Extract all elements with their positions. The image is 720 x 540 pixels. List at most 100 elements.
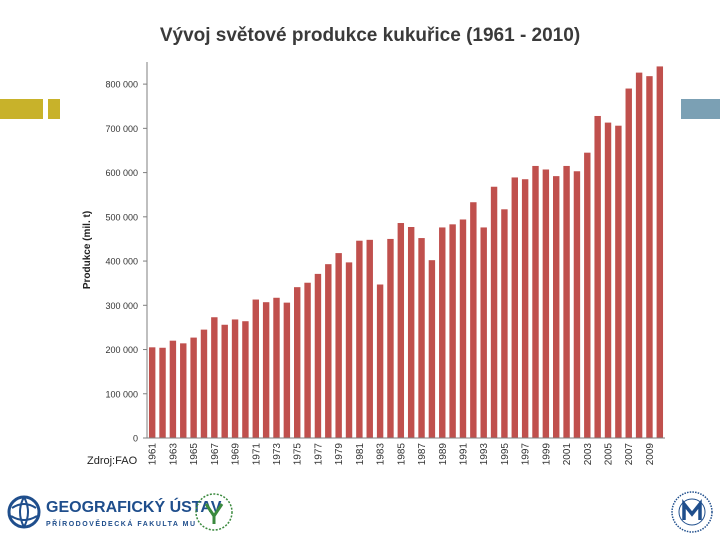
- y-tick-label: 200 000: [105, 345, 138, 355]
- bar-1983: [376, 284, 384, 438]
- bar-2003: [584, 152, 591, 438]
- bar-1972: [262, 302, 270, 438]
- bar-1971: [252, 299, 259, 438]
- bar-1964: [180, 343, 187, 438]
- x-axis: 1961 1963 1965 1967 1969 1971 1973 1975 1977 1979…: [147, 437, 665, 466]
- bar-1966: [200, 329, 208, 438]
- x-tick-label: 2007: [624, 443, 635, 466]
- bar-1974: [283, 302, 291, 438]
- y-tick-label: 300 000: [105, 301, 138, 311]
- x-tick-label: 1967: [210, 443, 221, 466]
- university-seal-icon: [671, 491, 713, 533]
- x-tick-label: 1961: [148, 443, 159, 466]
- y-axis: 0 100 000 200 000 300 000 400 000 500 000 600 …: [105, 62, 148, 444]
- bar-2010: [656, 66, 664, 439]
- bar-1977: [314, 273, 322, 438]
- x-tick-label: 1971: [251, 443, 262, 466]
- bar-1987: [418, 238, 425, 438]
- bar-1973: [273, 297, 280, 438]
- green-seal-icon: [195, 493, 233, 531]
- bar-1979: [335, 253, 342, 438]
- bar-1994: [490, 186, 498, 438]
- x-tick-label: 1993: [479, 443, 490, 466]
- bar-1969: [231, 319, 239, 438]
- bar-2005: [604, 122, 612, 438]
- bar-1978: [325, 264, 332, 438]
- bar-1996: [511, 177, 518, 438]
- x-tick-label: 1969: [231, 443, 242, 466]
- bar-2006: [615, 125, 622, 438]
- geografic-institute-logo: GEOGRAFICKÝ ÚSTAV PŘÍRODOVĚDECKÁ FAKULTA…: [7, 493, 233, 531]
- bar-1986: [407, 227, 415, 438]
- source-note: Zdroj:FAO: [87, 455, 138, 467]
- bar-1990: [449, 224, 456, 438]
- y-axis-label: Produkce (mil. t): [82, 211, 93, 289]
- bar-1995: [501, 209, 508, 438]
- bar-2002: [573, 171, 581, 438]
- bar-1988: [428, 260, 436, 438]
- bar-1993: [480, 227, 487, 438]
- bar-1989: [439, 227, 446, 438]
- logo-title: GEOGRAFICKÝ ÚSTAV: [46, 497, 222, 516]
- accent-bar-left-small: [48, 99, 60, 119]
- y-tick-label: 500 000: [105, 212, 138, 222]
- bar-1963: [169, 340, 177, 438]
- bar-1962: [159, 347, 166, 438]
- x-tick-label: 2003: [583, 443, 594, 466]
- chart-title: Vývoj světové produkce kukuřice (1961 - …: [160, 25, 580, 46]
- bar-1981: [356, 240, 363, 438]
- y-tick-label: 0: [133, 434, 138, 444]
- x-tick-label: 1987: [417, 443, 428, 466]
- bar-series: [148, 66, 664, 439]
- x-tick-label: 1973: [272, 443, 283, 466]
- bar-2001: [563, 165, 570, 438]
- x-tick-label: 1983: [376, 443, 387, 466]
- x-tick-label: 2001: [562, 443, 573, 466]
- bar-1965: [190, 337, 197, 438]
- bar-chart: Vývoj světové produkce kukuřice (1961 - …: [82, 25, 665, 466]
- bar-1999: [542, 169, 550, 439]
- bar-2009: [646, 76, 653, 438]
- x-tick-label: 1999: [541, 443, 552, 466]
- accent-bar-left: [0, 99, 43, 119]
- logo-subtitle: PŘÍRODOVĚDECKÁ FAKULTA MU: [46, 519, 197, 528]
- y-tick-label: 400 000: [105, 257, 138, 267]
- bar-1976: [304, 282, 311, 438]
- x-tick-label: 1985: [396, 443, 407, 466]
- y-tick-label: 800 000: [105, 80, 138, 90]
- x-tick-label: 1979: [334, 443, 345, 466]
- bar-2007: [625, 88, 632, 438]
- bar-2008: [635, 72, 643, 439]
- x-tick-label: 1989: [438, 443, 449, 466]
- bar-1967: [211, 317, 218, 438]
- y-tick-label: 600 000: [105, 168, 138, 178]
- x-tick-label: 1997: [521, 443, 532, 466]
- x-tick-label: 1981: [355, 443, 366, 466]
- bar-1997: [521, 179, 529, 438]
- bar-2000: [553, 176, 560, 438]
- y-tick-label: 700 000: [105, 124, 138, 134]
- bar-1968: [221, 324, 228, 438]
- x-tick-label: 2009: [645, 443, 656, 466]
- accent-bar-right: [681, 99, 720, 119]
- x-tick-label: 1963: [168, 443, 179, 466]
- bar-1975: [294, 287, 301, 438]
- x-tick-label: 1975: [293, 443, 304, 466]
- bar-1984: [387, 238, 394, 438]
- bar-1991: [459, 219, 467, 438]
- y-tick-label: 100 000: [105, 389, 138, 399]
- bar-1992: [470, 202, 477, 438]
- bar-1961: [148, 347, 156, 438]
- globe-icon: [7, 495, 41, 529]
- bar-1998: [532, 165, 539, 438]
- x-tick-label: 1977: [313, 443, 324, 466]
- bar-1980: [345, 262, 353, 438]
- bar-1985: [397, 223, 405, 438]
- x-tick-label: 2005: [604, 443, 615, 466]
- bar-1982: [366, 239, 373, 438]
- bar-2004: [594, 115, 601, 438]
- x-tick-label: 1995: [500, 443, 511, 466]
- x-tick-label: 1965: [189, 443, 200, 466]
- bar-1970: [242, 321, 249, 438]
- x-tick-label: 1991: [458, 443, 469, 466]
